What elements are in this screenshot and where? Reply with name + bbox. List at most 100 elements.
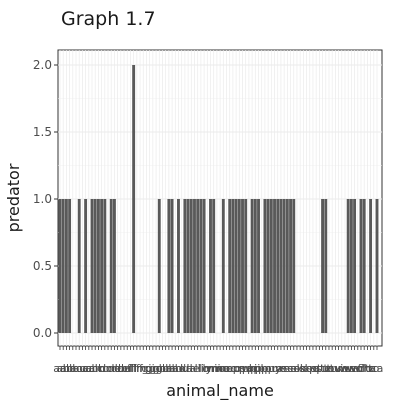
bar: [324, 199, 328, 333]
bar: [186, 199, 190, 333]
x-tick-label: an: [60, 362, 74, 375]
x-tick-label: or: [230, 362, 242, 375]
x-tick-label: el: [122, 362, 132, 375]
y-tick-label: 1.0: [33, 192, 52, 206]
x-tick-label: sp: [303, 362, 316, 375]
x-tick-label: gi: [141, 362, 151, 375]
x-tick-label: se: [284, 362, 297, 375]
bar: [346, 199, 350, 333]
x-tick-label: tu: [327, 362, 338, 375]
x-tick-label: fl: [358, 362, 365, 375]
x-tick-label: ly: [203, 362, 213, 375]
bar: [202, 199, 206, 333]
x-tick-label: to: [323, 362, 334, 375]
bar: [266, 199, 270, 333]
x-tick-label: sk: [291, 362, 304, 375]
x-tick-label: ph: [242, 362, 256, 375]
x-tick-label: py: [268, 362, 282, 375]
bar: [279, 199, 283, 333]
x-tick-label: mi: [204, 362, 218, 375]
x-tick-label: fl: [127, 362, 134, 375]
x-tick-label: gn: [146, 362, 160, 375]
x-tick-label: go: [149, 362, 163, 375]
x-tick-label: pu: [261, 362, 275, 375]
bar: [196, 199, 200, 333]
x-tick-label: bo: [69, 362, 83, 375]
bar: [68, 199, 72, 333]
bar: [241, 199, 244, 333]
bar: [183, 199, 187, 333]
bar: [199, 199, 203, 333]
x-tick-label: gu: [155, 362, 169, 375]
bar: [58, 199, 62, 333]
x-tick-label: mo: [208, 362, 226, 375]
x-tick-label: po: [258, 362, 272, 375]
x-tick-label: do: [111, 362, 125, 375]
bar: [93, 199, 97, 333]
x-tick-label: ca: [82, 362, 95, 375]
bar: [359, 199, 363, 333]
bars: [58, 65, 379, 333]
x-tick-label: ha: [165, 362, 179, 375]
x-tick-label: fr: [133, 362, 142, 375]
x-tick-label: cr: [106, 362, 117, 375]
x-tick-label: bu: [72, 362, 86, 375]
bar: [132, 65, 136, 333]
bar: [177, 199, 180, 333]
x-tick-label: po: [255, 362, 269, 375]
x-axis-title: animal_name: [166, 381, 274, 401]
x-tick-label: pu: [264, 362, 278, 375]
x-tick-label: cl: [97, 362, 106, 375]
x-tick-label: so: [300, 362, 313, 375]
bar: [189, 199, 193, 333]
x-tick-label: mo: [211, 362, 229, 375]
bar: [90, 199, 94, 333]
x-tick-label: hu: [175, 362, 189, 375]
x-tick-label: fr: [136, 362, 145, 375]
x-tick-label: la: [183, 362, 193, 375]
x-tick-label: ki: [180, 362, 189, 375]
x-tick-label: ca: [79, 362, 92, 375]
bar: [282, 199, 286, 333]
x-tick-label: ca: [371, 362, 384, 375]
bar: [167, 199, 171, 333]
x-tick-label: op: [226, 362, 240, 375]
bar: [231, 199, 235, 333]
x-tick-label: st: [311, 362, 322, 375]
grid: [58, 50, 382, 346]
x-tick-label: se: [287, 362, 300, 375]
x-tick-label: pi: [247, 362, 257, 375]
bar: [285, 199, 289, 333]
x-tick-label: ba: [63, 362, 77, 375]
x-tick-label: to: [368, 362, 379, 375]
bar: [212, 199, 216, 333]
x-tick-label: go: [152, 362, 166, 375]
x-tick-label: fr: [139, 362, 148, 375]
bar: [353, 199, 357, 333]
bar: [112, 199, 116, 333]
bar: [257, 199, 260, 333]
x-tick-label: wo: [347, 362, 363, 375]
x-tick-label: cr: [100, 362, 111, 375]
x-tick-label: sk: [294, 362, 307, 375]
x-tick-label: ne: [216, 362, 230, 375]
x-tick-label: de: [108, 362, 122, 375]
bar: [273, 199, 276, 333]
x-tick-label: ha: [162, 362, 176, 375]
bar: [64, 199, 68, 333]
bar: [362, 199, 366, 333]
x-tick-label: vi: [334, 362, 344, 375]
x-tick-label: ha: [159, 362, 173, 375]
y-axis: 0.0 0.5 1.0 1.5 2.0: [33, 58, 58, 340]
x-tick-label: ch: [92, 362, 105, 375]
y-tick-label: 1.5: [33, 125, 52, 139]
bar: [263, 199, 267, 333]
bar: [109, 199, 113, 333]
bar: [209, 199, 212, 333]
x-tick-label: ch: [86, 362, 99, 375]
x-tick-label: mi: [207, 362, 221, 375]
x-tick-label: pl: [254, 362, 264, 375]
bar: [269, 199, 273, 333]
x-tick-label: an: [56, 362, 70, 375]
x-tick-label: gi: [145, 362, 155, 375]
